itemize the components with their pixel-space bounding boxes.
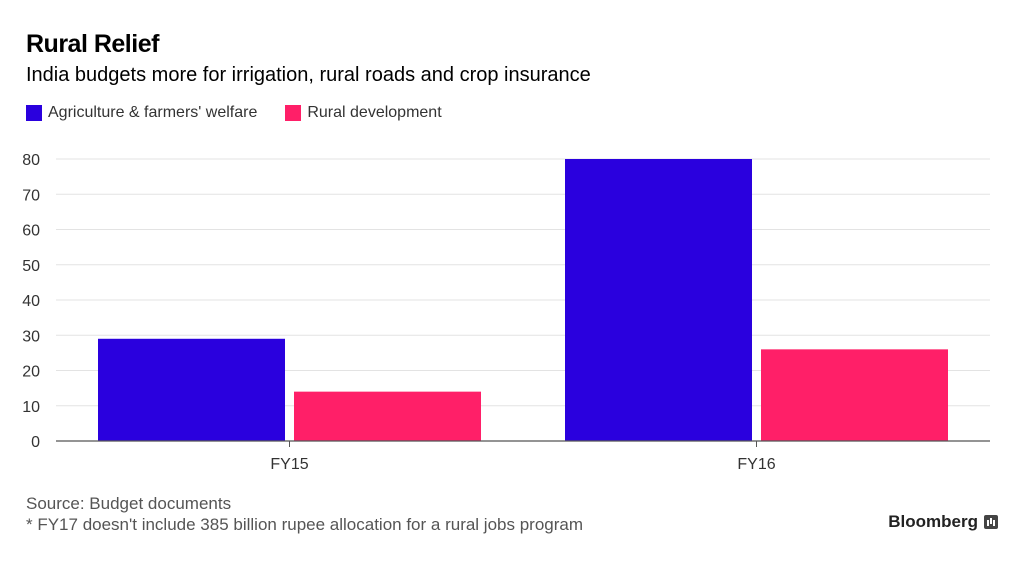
legend-item-rural-development: Rural development	[285, 104, 442, 122]
legend-swatch-agriculture	[26, 105, 42, 121]
chart-title: Rural Relief	[26, 30, 159, 58]
bar-fy16-series-1	[761, 349, 948, 441]
y-tick-label: 20	[22, 364, 40, 381]
y-tick-label: 10	[22, 399, 40, 416]
y-tick-label: 30	[22, 328, 40, 345]
brand-logo: Bloomberg	[888, 512, 998, 532]
bar-fy15-series-0	[98, 338, 285, 441]
x-tick-label: FY15	[270, 456, 308, 473]
y-tick-label: 50	[22, 258, 40, 275]
legend-item-agriculture: Agriculture & farmers' welfare	[26, 104, 257, 122]
bar-fy16-series-0	[565, 159, 752, 441]
legend-swatch-rural-development	[285, 105, 302, 121]
legend-label-agriculture: Agriculture & farmers' welfare	[48, 104, 258, 121]
footnote: * FY17 doesn't include 385 billion rupee…	[26, 515, 584, 534]
bar-fy15-series-1	[294, 391, 481, 441]
brand-name: Bloomberg	[888, 512, 978, 531]
source-note: Source: Budget documents	[26, 494, 232, 513]
x-tick-label: FY16	[737, 456, 775, 473]
bar-chart-icon	[984, 515, 998, 529]
footer: Source: Budget documents * FY17 doesn't …	[26, 493, 583, 535]
y-tick-label: 80	[22, 152, 40, 169]
y-tick-label: 70	[22, 187, 40, 204]
y-tick-label: 40	[22, 293, 40, 310]
y-tick-label: 60	[22, 223, 40, 240]
legend-label-rural-development: Rural development	[307, 104, 442, 121]
legend: Agriculture & farmers' welfare Rural dev…	[26, 104, 470, 122]
y-tick-label: 0	[31, 434, 40, 451]
chart-subtitle: India budgets more for irrigation, rural…	[26, 64, 591, 86]
